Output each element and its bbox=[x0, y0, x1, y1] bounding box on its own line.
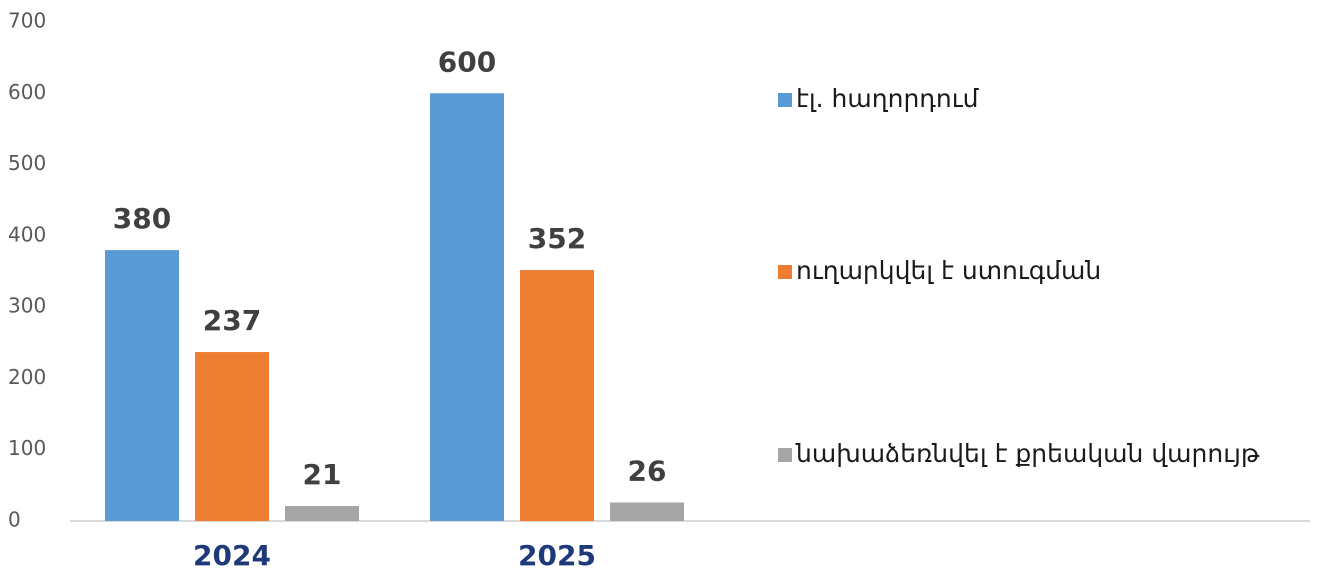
bar bbox=[195, 352, 269, 521]
bar bbox=[610, 502, 684, 521]
bar bbox=[520, 270, 594, 521]
x-tick-label: 2025 bbox=[518, 539, 596, 572]
data-label: 237 bbox=[203, 304, 261, 337]
y-tick-label: 0 bbox=[8, 508, 21, 532]
y-tick-label: 200 bbox=[8, 365, 46, 389]
data-label: 26 bbox=[628, 454, 667, 487]
y-tick-label: 100 bbox=[8, 436, 46, 460]
data-label: 352 bbox=[528, 222, 586, 255]
legend-label: ուղարկվել է ստուգման bbox=[796, 256, 1101, 285]
legend-swatch bbox=[778, 93, 792, 107]
y-tick-label: 700 bbox=[8, 9, 46, 33]
y-tick-label: 400 bbox=[8, 222, 46, 246]
legend-label: նախաձեռնվել է քրեական վարույթ bbox=[795, 439, 1260, 468]
y-tick-label: 300 bbox=[8, 294, 46, 318]
y-tick-label: 600 bbox=[8, 80, 46, 104]
data-label: 600 bbox=[438, 45, 496, 78]
bar bbox=[105, 250, 179, 521]
bar bbox=[285, 506, 359, 521]
bar bbox=[430, 93, 504, 522]
data-label: 380 bbox=[113, 202, 171, 235]
y-tick-label: 500 bbox=[8, 151, 46, 175]
data-label: 21 bbox=[303, 458, 342, 491]
legend-swatch bbox=[778, 448, 792, 462]
legend-swatch bbox=[778, 265, 792, 279]
legend-label: էլ. հաղորդում bbox=[796, 84, 980, 113]
x-tick-label: 2024 bbox=[193, 539, 271, 572]
